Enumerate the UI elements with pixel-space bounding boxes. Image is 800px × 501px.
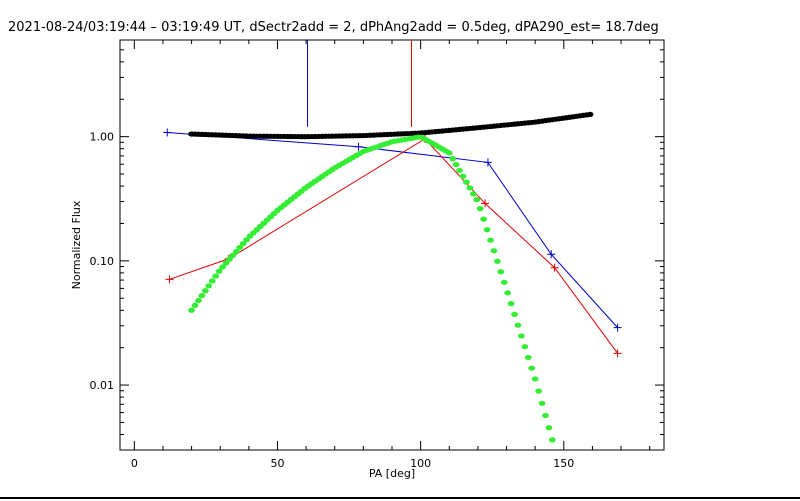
axis-ticks: 0 50 100 150 0.01 0.10 1.00 xyxy=(90,39,664,470)
curve-dot xyxy=(500,279,508,285)
y-axis-label: Normalized Flux xyxy=(70,200,83,289)
y-tick-label: 1.00 xyxy=(90,131,115,144)
chart-title: 2021-08-24/03:19:44 – 03:19:49 UT, dSect… xyxy=(8,20,659,35)
curve-dot xyxy=(528,365,536,371)
plus-marker xyxy=(613,349,622,358)
curve-dot xyxy=(518,333,525,339)
plus-marker xyxy=(481,199,490,208)
curve-dot xyxy=(476,206,484,212)
curve-dot xyxy=(487,237,494,243)
curve-dot xyxy=(463,179,470,185)
series-line xyxy=(167,131,618,328)
curve-dot xyxy=(208,278,216,284)
plot-frame xyxy=(119,39,665,451)
curve-dot xyxy=(195,297,202,304)
curve-dot xyxy=(493,258,501,264)
curve-dot xyxy=(586,111,594,117)
curve-dot xyxy=(452,161,460,168)
curve-dot xyxy=(542,412,549,419)
curve-dot xyxy=(538,400,546,406)
curve-dot xyxy=(473,197,481,203)
x-tick-label: 50 xyxy=(270,457,284,470)
curve-dot xyxy=(229,252,237,258)
plus-marker xyxy=(165,275,174,284)
x-tick-label: 0 xyxy=(131,457,138,470)
curve-dot xyxy=(483,227,491,233)
x-axis-label: PA [deg] xyxy=(369,467,415,480)
bottom-rule xyxy=(0,497,800,499)
curve-dot xyxy=(232,248,240,255)
curve-dot xyxy=(490,248,498,254)
curve-dot xyxy=(507,301,515,307)
curve-dot xyxy=(511,311,518,318)
curve-dot xyxy=(215,268,223,274)
curve-dot xyxy=(459,173,467,179)
plus-marker xyxy=(550,263,559,272)
plus-marker xyxy=(354,142,363,151)
curve-dot xyxy=(236,244,244,251)
plus-marker xyxy=(547,250,556,259)
curve-dot xyxy=(188,307,195,313)
curve-dot xyxy=(514,322,522,328)
plus-marker xyxy=(163,128,172,137)
curve-dot xyxy=(445,150,453,156)
y-tick-label: 0.01 xyxy=(90,379,115,392)
series-line xyxy=(169,138,619,354)
curve-dot xyxy=(449,156,457,162)
series-layer xyxy=(163,111,622,443)
curve-dot xyxy=(504,290,512,296)
plus-marker xyxy=(613,323,622,332)
curve-dot xyxy=(191,302,199,308)
curve-dot xyxy=(548,437,556,443)
curve-dot xyxy=(198,293,206,299)
curve-dot xyxy=(531,376,539,382)
curve-dot xyxy=(466,185,474,191)
curve-dot xyxy=(480,216,488,222)
curve-dot xyxy=(219,264,226,270)
curve-dot xyxy=(239,241,247,247)
curve-dot xyxy=(201,288,209,294)
curve-dot xyxy=(212,273,220,279)
curve-dot xyxy=(205,283,213,289)
curve-dot xyxy=(225,256,233,262)
curve-dot xyxy=(222,260,230,266)
x-tick-label: 150 xyxy=(553,457,574,470)
x-tick-label: 100 xyxy=(410,457,431,470)
plus-marker xyxy=(483,158,492,167)
curve-dot xyxy=(469,191,477,197)
curve-dot xyxy=(524,354,532,361)
reference-lines xyxy=(307,40,412,127)
curve-dot xyxy=(456,167,463,174)
curve-dot xyxy=(497,269,505,275)
curve-dot xyxy=(545,425,553,431)
curve-dot xyxy=(243,237,250,243)
y-tick-label: 0.10 xyxy=(90,255,115,268)
curve-dot xyxy=(521,344,529,350)
curve-dot xyxy=(535,388,542,394)
